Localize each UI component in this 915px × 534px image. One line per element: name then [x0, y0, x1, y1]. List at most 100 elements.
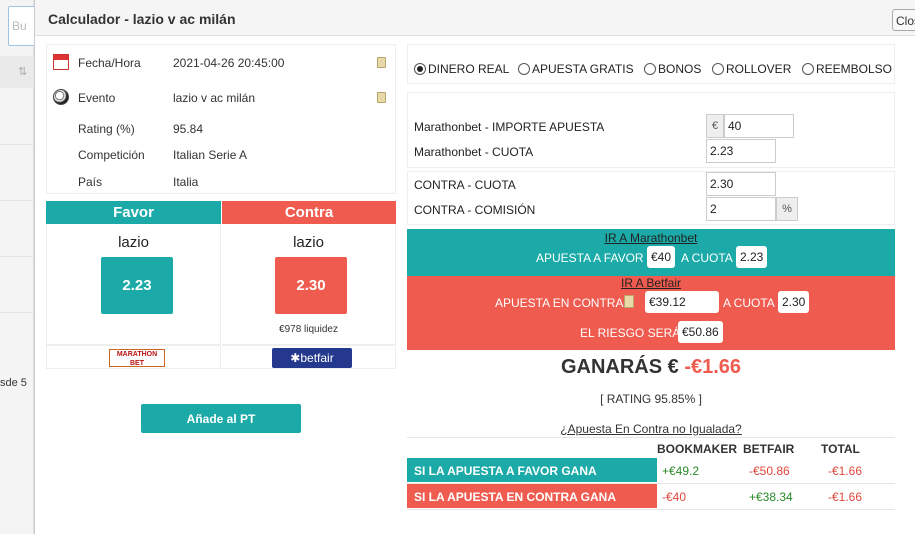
radio-dinero-real[interactable]: DINERO REAL	[414, 62, 509, 76]
radio-circle-icon[interactable]	[414, 63, 426, 75]
soccer-ball-icon	[53, 89, 69, 105]
profit-value: -€1.66	[684, 356, 742, 378]
info-row-competition: Competición Italian Serie A	[47, 146, 397, 166]
sort-icon: ⇅	[18, 66, 28, 78]
column-header-total: TOTAL	[821, 442, 860, 456]
close-button[interactable]: Close	[892, 9, 915, 31]
table-row-label: SI LA APUESTA EN CONTRA GANA	[407, 484, 657, 508]
contra-panel: lazio 2.30 €978 liquidez	[222, 224, 396, 345]
radio-label: REEMBOLSO	[816, 62, 893, 76]
radio-circle-icon[interactable]	[712, 63, 724, 75]
radio-apuesta-gratis[interactable]: APUESTA GRATIS	[518, 62, 634, 76]
contra-stake-chip: €39.12	[645, 291, 719, 313]
profit-summary: GANARÁS € -€1.66	[407, 356, 895, 379]
lay-odds-input[interactable]: 2.30	[706, 172, 776, 196]
stake-input[interactable]: 40	[724, 114, 794, 138]
table-cell-betfair: -€50.86	[749, 464, 790, 478]
contra-header: Contra	[222, 201, 396, 224]
info-value: 2021-04-26 20:45:00	[173, 56, 285, 70]
odds-label: Marathonbet - CUOTA	[414, 145, 534, 159]
back-bet-form: Marathonbet - IMPORTE APUESTA € 40 Marat…	[407, 92, 895, 168]
percent-addon: %	[776, 197, 798, 221]
favor-odds-chip: 2.23	[736, 246, 768, 268]
info-value: Italia	[173, 175, 199, 189]
table-bottom-border	[407, 509, 895, 510]
unmatched-lay-link[interactable]: ¿Apuesta En Contra no Igualada?	[560, 422, 742, 436]
radio-label: BONOS	[658, 62, 702, 76]
table-row-label: SI LA APUESTA A FAVOR GANA	[407, 458, 657, 482]
risk-chip: €50.86	[678, 321, 723, 343]
info-value: 95.84	[173, 122, 204, 136]
background-page: Bu ⇅ sde 5	[0, 0, 38, 534]
table-top-border	[407, 437, 895, 438]
info-label: Evento	[78, 91, 116, 105]
betfair-link[interactable]: IR A Betfair	[620, 276, 682, 290]
info-row-rating: Rating (%) 95.84	[47, 120, 397, 140]
favor-odds[interactable]: 2.23	[101, 257, 173, 314]
clipboard-icon[interactable]	[624, 295, 634, 308]
lay-odds-label: CONTRA - CUOTA	[414, 178, 516, 192]
rating-text: [ RATING 95.85% ]	[600, 392, 702, 406]
commission-label: CONTRA - COMISIÓN	[414, 203, 536, 217]
contra-odds-chip: 2.30	[778, 291, 810, 313]
favor-panel: lazio 2.23	[46, 224, 221, 345]
background-search-input[interactable]: Bu	[8, 6, 38, 46]
background-toolbar: ⇅	[0, 56, 34, 88]
background-row-divider	[0, 200, 34, 201]
background-row-divider	[0, 256, 34, 257]
radio-label: DINERO REAL	[428, 62, 510, 76]
dialog-titlebar: Calculador - lazio v ac milán Close	[35, 0, 915, 36]
background-pagination-text: sde 5	[0, 377, 27, 389]
info-value: Italian Serie A	[173, 148, 248, 162]
column-header-bookmaker: BOOKMAKER	[657, 442, 737, 456]
contra-a-cuota: A CUOTA	[723, 296, 775, 310]
table-cell-total: -€1.66	[828, 490, 863, 504]
favor-team: lazio	[118, 234, 149, 251]
radio-reembolso[interactable]: REEMBOLSO	[802, 62, 892, 76]
radio-bonos[interactable]: BONOS	[644, 62, 701, 76]
contra-bet-text: APUESTA EN CONTRA	[495, 296, 624, 310]
marathonbet-link[interactable]: IR A Marathonbet	[604, 231, 698, 245]
info-label: Fecha/Hora	[78, 56, 141, 70]
add-to-pt-button[interactable]: Añade al PT	[141, 404, 301, 433]
radio-label: APUESTA GRATIS	[532, 62, 634, 76]
radio-circle-icon[interactable]	[802, 63, 814, 75]
bet-type-options: DINERO REAL APUESTA GRATIS BONOS ROLLOVE…	[407, 44, 895, 84]
favor-result-panel: IR A Marathonbet APUESTA A FAVOR €40 A C…	[407, 229, 895, 276]
betfair-logo-mark-icon: ✱	[290, 351, 301, 365]
background-row-divider	[0, 144, 34, 145]
radio-circle-icon[interactable]	[518, 63, 530, 75]
favor-a-cuota: A CUOTA	[681, 251, 733, 265]
risk-text: EL RIESGO SERÁ	[580, 326, 681, 340]
dialog-title: Calculador - lazio v ac milán	[48, 11, 236, 27]
info-label: Competición	[78, 148, 145, 162]
info-label: Rating (%)	[78, 122, 135, 136]
stake-label: Marathonbet - IMPORTE APUESTA	[414, 120, 605, 134]
table-cell-bookmaker: -€40	[662, 490, 687, 504]
betfair-logo-text: betfair	[300, 351, 334, 365]
info-value: lazio v ac milán	[173, 91, 256, 105]
currency-addon: €	[706, 114, 724, 138]
contra-team: lazio	[293, 234, 324, 251]
clipboard-icon[interactable]	[377, 57, 386, 68]
contra-result-panel: IR A Betfair APUESTA EN CONTRA €39.12 A …	[407, 276, 895, 350]
info-row-event: Evento lazio v ac milán	[47, 89, 397, 109]
info-label: País	[78, 175, 103, 189]
info-row-country: País Italia	[47, 173, 397, 193]
clipboard-icon[interactable]	[377, 92, 386, 103]
lay-bet-form: CONTRA - CUOTA 2.30 CONTRA - COMISIÓN 2 …	[407, 171, 895, 225]
table-cell-total: -€1.66	[828, 464, 863, 478]
betfair-logo[interactable]: ✱betfair	[272, 348, 352, 368]
marathonbet-logo[interactable]: MARATHON BET	[109, 349, 165, 367]
contra-liquidity: €978 liquidez	[279, 324, 338, 335]
radio-circle-icon[interactable]	[644, 63, 656, 75]
table-cell-bookmaker: +€49.2	[662, 464, 700, 478]
background-search-placeholder: Bu	[12, 19, 27, 33]
odds-input[interactable]: 2.23	[706, 139, 776, 163]
commission-input[interactable]: 2	[706, 197, 776, 221]
favor-bet-text: APUESTA A FAVOR	[536, 251, 644, 265]
event-info-panel: Fecha/Hora 2021-04-26 20:45:00 Evento la…	[46, 44, 396, 194]
radio-rollover[interactable]: ROLLOVER	[712, 62, 791, 76]
contra-odds[interactable]: 2.30	[275, 257, 347, 314]
background-row-divider	[0, 312, 34, 313]
